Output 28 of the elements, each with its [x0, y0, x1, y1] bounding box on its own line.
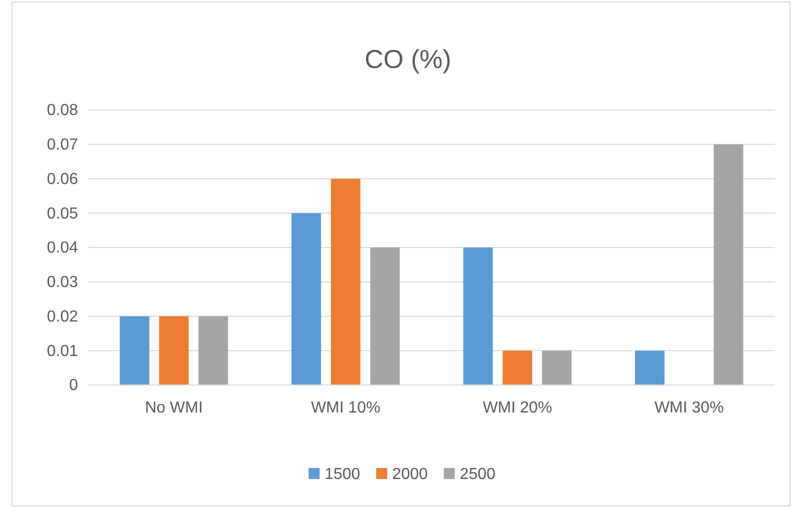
- y-tick-label: 0.05: [46, 205, 78, 222]
- bar: [198, 316, 228, 385]
- bar: [714, 144, 744, 385]
- legend-label: 2500: [460, 466, 496, 483]
- bar: [370, 248, 400, 385]
- bar: [502, 350, 532, 385]
- y-tick-label: 0.08: [46, 102, 78, 120]
- bar: [542, 350, 572, 385]
- bar: [463, 248, 493, 385]
- bar: [330, 178, 360, 385]
- bar: [120, 316, 150, 385]
- legend-label: 1500: [324, 466, 360, 483]
- bar: [159, 316, 189, 385]
- chart-title: CO (%): [364, 44, 452, 74]
- x-tick-label: No WMI: [144, 399, 203, 416]
- y-tick-label: 0: [69, 377, 78, 394]
- x-tick-label: WMI 20%: [482, 399, 552, 416]
- y-tick-label: 0.04: [46, 240, 78, 257]
- bar: [292, 213, 322, 385]
- y-tick-label: 0.01: [46, 342, 78, 360]
- y-tick-label: 0.02: [46, 308, 78, 326]
- bar: [635, 350, 665, 385]
- x-tick-label: WMI 30%: [654, 399, 724, 416]
- y-tick-label: 0.03: [46, 274, 78, 291]
- legend-label: 2000: [392, 466, 428, 483]
- y-tick-label: 0.06: [46, 170, 78, 188]
- y-tick-label: 0.07: [46, 136, 78, 154]
- x-tick-label: WMI 10%: [310, 399, 380, 416]
